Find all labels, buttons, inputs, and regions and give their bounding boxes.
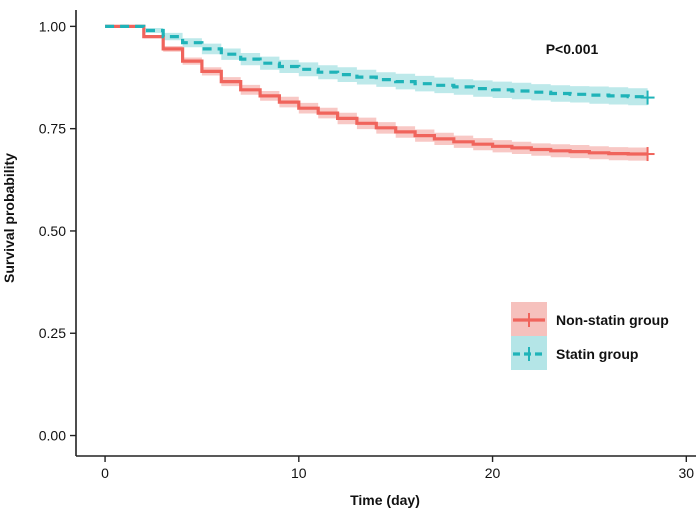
legend-item-non-statin: Non-statin group bbox=[511, 302, 669, 336]
y-tick-label: 1.00 bbox=[39, 18, 66, 34]
y-tick-label: 0.75 bbox=[39, 121, 66, 137]
confidence-band-non-statin bbox=[105, 26, 648, 161]
p-value-annotation: P<0.001 bbox=[546, 41, 599, 57]
x-tick-label: 30 bbox=[679, 465, 695, 481]
y-tick-label: 0.50 bbox=[39, 223, 66, 239]
censor-mark-statin bbox=[640, 90, 655, 105]
x-axis-label: Time (day) bbox=[350, 492, 420, 508]
x-tick-label: 20 bbox=[485, 465, 501, 481]
x-tick-label: 10 bbox=[291, 465, 307, 481]
axes: 0 10 20 30 0.00 0.25 0.50 0.75 1.00 bbox=[39, 10, 696, 481]
confidence-band-statin bbox=[105, 26, 648, 107]
y-axis-label: Survival probability bbox=[1, 153, 17, 283]
legend-label: Statin group bbox=[556, 346, 638, 362]
confidence-bands bbox=[105, 26, 648, 161]
survival-line-statin bbox=[105, 24, 650, 99]
legend-item-statin: Statin group bbox=[511, 336, 638, 370]
x-ticks: 0 10 20 30 bbox=[101, 456, 694, 481]
x-tick-label: 0 bbox=[101, 465, 109, 481]
censor-marks bbox=[640, 90, 655, 162]
survival-curves bbox=[105, 24, 650, 156]
y-tick-label: 0.25 bbox=[39, 325, 66, 341]
legend: Non-statin group Statin group bbox=[511, 302, 669, 370]
legend-label: Non-statin group bbox=[556, 312, 669, 328]
y-tick-label: 0.00 bbox=[39, 428, 66, 444]
y-ticks: 0.00 0.25 0.50 0.75 1.00 bbox=[39, 18, 76, 444]
survival-line-non-statin bbox=[105, 24, 648, 156]
censor-mark-non-statin bbox=[640, 147, 655, 162]
